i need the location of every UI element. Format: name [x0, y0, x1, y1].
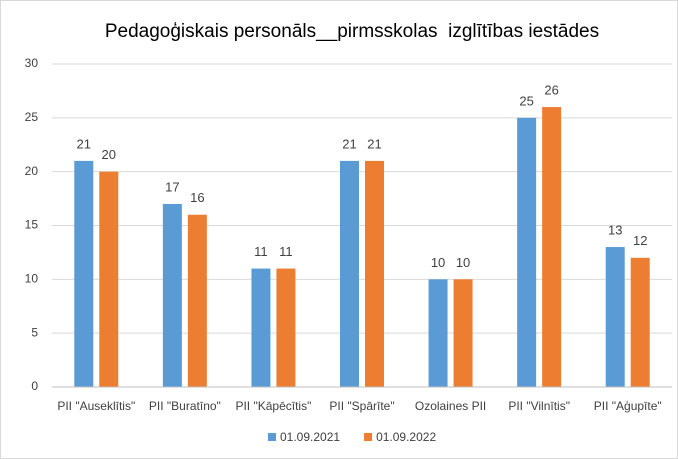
data-label: 21	[77, 136, 91, 151]
bar	[542, 107, 562, 388]
legend-label: 01.09.2022	[376, 430, 436, 444]
y-tick-label: 10	[25, 272, 39, 286]
bar	[276, 268, 296, 387]
bar	[187, 214, 207, 387]
x-tick-label: PII "Buratīno"	[149, 399, 221, 413]
bar	[251, 268, 271, 387]
chart-title: Pedagoģiskais personāls__pirmsskolas izg…	[105, 21, 599, 42]
y-tick-label: 20	[25, 164, 39, 178]
y-tick-label: 30	[25, 56, 39, 70]
data-label: 12	[633, 233, 647, 248]
data-label: 17	[165, 179, 179, 194]
y-tick-label: 5	[31, 325, 38, 339]
bar	[428, 279, 448, 387]
legend-label: 01.09.2021	[280, 430, 340, 444]
bar	[630, 257, 650, 387]
data-label: 11	[279, 244, 293, 259]
bar	[340, 160, 359, 387]
y-tick-label: 15	[25, 218, 39, 232]
data-label: 10	[456, 255, 470, 270]
bar	[365, 160, 384, 387]
y-tick-label: 0	[31, 379, 38, 393]
x-tick-label: PII "Spārīte"	[329, 399, 394, 413]
bar	[453, 279, 473, 387]
x-tick-label: Ozolaines PII	[415, 399, 486, 413]
data-label: 21	[342, 136, 356, 151]
y-tick-label: 25	[25, 110, 39, 124]
data-label: 20	[102, 147, 116, 162]
bar	[99, 171, 119, 387]
data-label: 13	[608, 222, 622, 237]
data-label: 10	[431, 255, 445, 270]
data-label: 26	[544, 83, 558, 98]
data-label: 11	[254, 244, 268, 259]
data-label: 16	[190, 190, 204, 205]
bar	[605, 247, 625, 387]
bar	[74, 160, 94, 387]
x-tick-label: PII "Kāpēcītis"	[235, 399, 311, 413]
x-tick-label: PII "Aģupīte"	[594, 399, 662, 413]
x-tick-label: PII "Vilnītis"	[508, 399, 570, 413]
x-tick-label: PII "Auseklītis"	[57, 399, 135, 413]
data-label: 21	[367, 136, 381, 151]
legend-swatch	[364, 433, 373, 441]
data-label: 25	[519, 93, 533, 108]
bar	[517, 117, 537, 387]
bar	[162, 203, 182, 387]
legend-swatch	[268, 433, 276, 441]
